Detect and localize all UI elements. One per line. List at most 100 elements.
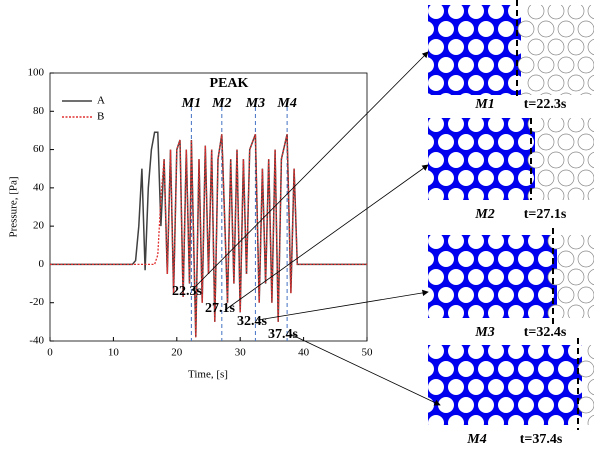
hole: [528, 379, 544, 395]
hole: [408, 233, 424, 249]
hole: [458, 287, 474, 303]
y-tick-label: -20: [29, 296, 44, 308]
y-tick-label: 0: [39, 258, 45, 270]
flow-panel: [408, 338, 594, 431]
hole: [578, 170, 594, 186]
hole: [568, 3, 584, 19]
hole: [588, 343, 594, 359]
hole: [458, 323, 474, 339]
hole: [408, 152, 424, 168]
hole: [448, 3, 464, 19]
hole: [448, 269, 464, 285]
hole: [568, 415, 584, 431]
hole: [578, 93, 594, 109]
hole: [498, 323, 514, 339]
x-tick-label: 30: [235, 347, 247, 359]
hole: [518, 397, 534, 413]
y-tick-label: 100: [28, 67, 45, 79]
hole: [498, 93, 514, 109]
hole: [588, 39, 594, 55]
hole: [538, 134, 554, 150]
hole: [428, 116, 444, 132]
hole: [428, 152, 444, 168]
annotation-label: 27.1s: [205, 301, 236, 316]
hole: [488, 343, 504, 359]
hole: [428, 39, 444, 55]
hole: [408, 415, 424, 431]
hole: [588, 305, 594, 321]
hole: [458, 21, 474, 37]
hole: [428, 379, 444, 395]
hole: [558, 170, 574, 186]
hole: [488, 3, 504, 19]
hole: [468, 75, 484, 91]
hole: [548, 415, 564, 431]
hole: [468, 269, 484, 285]
hole: [438, 287, 454, 303]
hole: [528, 305, 544, 321]
hole: [468, 233, 484, 249]
hole: [548, 379, 564, 395]
hole: [578, 361, 594, 377]
hole: [568, 305, 584, 321]
hole: [568, 269, 584, 285]
panel-body: [408, 343, 594, 431]
hole: [468, 116, 484, 132]
hole: [488, 39, 504, 55]
hole: [528, 415, 544, 431]
hole: [458, 170, 474, 186]
hole: [428, 305, 444, 321]
hole: [438, 93, 454, 109]
hole: [488, 233, 504, 249]
x-axis-label: Time, [s]: [188, 369, 228, 381]
hole: [508, 188, 524, 204]
x-tick-label: 20: [171, 347, 183, 359]
hole: [478, 57, 494, 73]
hole: [588, 379, 594, 395]
hole: [498, 134, 514, 150]
annotation-label: 32.4s: [237, 314, 268, 329]
flow-panel: [408, 228, 594, 339]
y-tick-label: -40: [29, 335, 44, 347]
hole: [548, 188, 564, 204]
hole: [568, 233, 584, 249]
marker-label: M2: [211, 96, 231, 111]
hole: [518, 287, 534, 303]
hole: [538, 57, 554, 73]
annotation-label: 37.4s: [268, 327, 299, 342]
hole: [418, 251, 434, 267]
hole: [588, 188, 594, 204]
y-tick-label: 80: [33, 105, 45, 117]
hole: [588, 75, 594, 91]
hole: [468, 152, 484, 168]
hole: [488, 269, 504, 285]
hole: [518, 251, 534, 267]
hole: [468, 305, 484, 321]
hole: [568, 75, 584, 91]
hole: [578, 323, 594, 339]
panel-label: M2: [474, 207, 494, 222]
y-axis-label: Pressure, [Pa]: [8, 176, 20, 237]
peak-label: PEAK: [210, 76, 249, 91]
hole: [538, 287, 554, 303]
hole: [468, 343, 484, 359]
panel-label: M4: [466, 432, 486, 447]
hole: [538, 397, 554, 413]
panel-body: [408, 3, 594, 109]
hole: [548, 116, 564, 132]
hole: [588, 233, 594, 249]
hole: [528, 233, 544, 249]
hole: [498, 57, 514, 73]
hole: [548, 233, 564, 249]
hole: [478, 134, 494, 150]
hole: [558, 57, 574, 73]
hole: [448, 343, 464, 359]
hole: [488, 116, 504, 132]
flow-panel: [408, 116, 594, 222]
hole: [438, 323, 454, 339]
hole: [448, 415, 464, 431]
hole: [408, 116, 424, 132]
hole: [418, 397, 434, 413]
hole: [408, 188, 424, 204]
hole: [558, 361, 574, 377]
